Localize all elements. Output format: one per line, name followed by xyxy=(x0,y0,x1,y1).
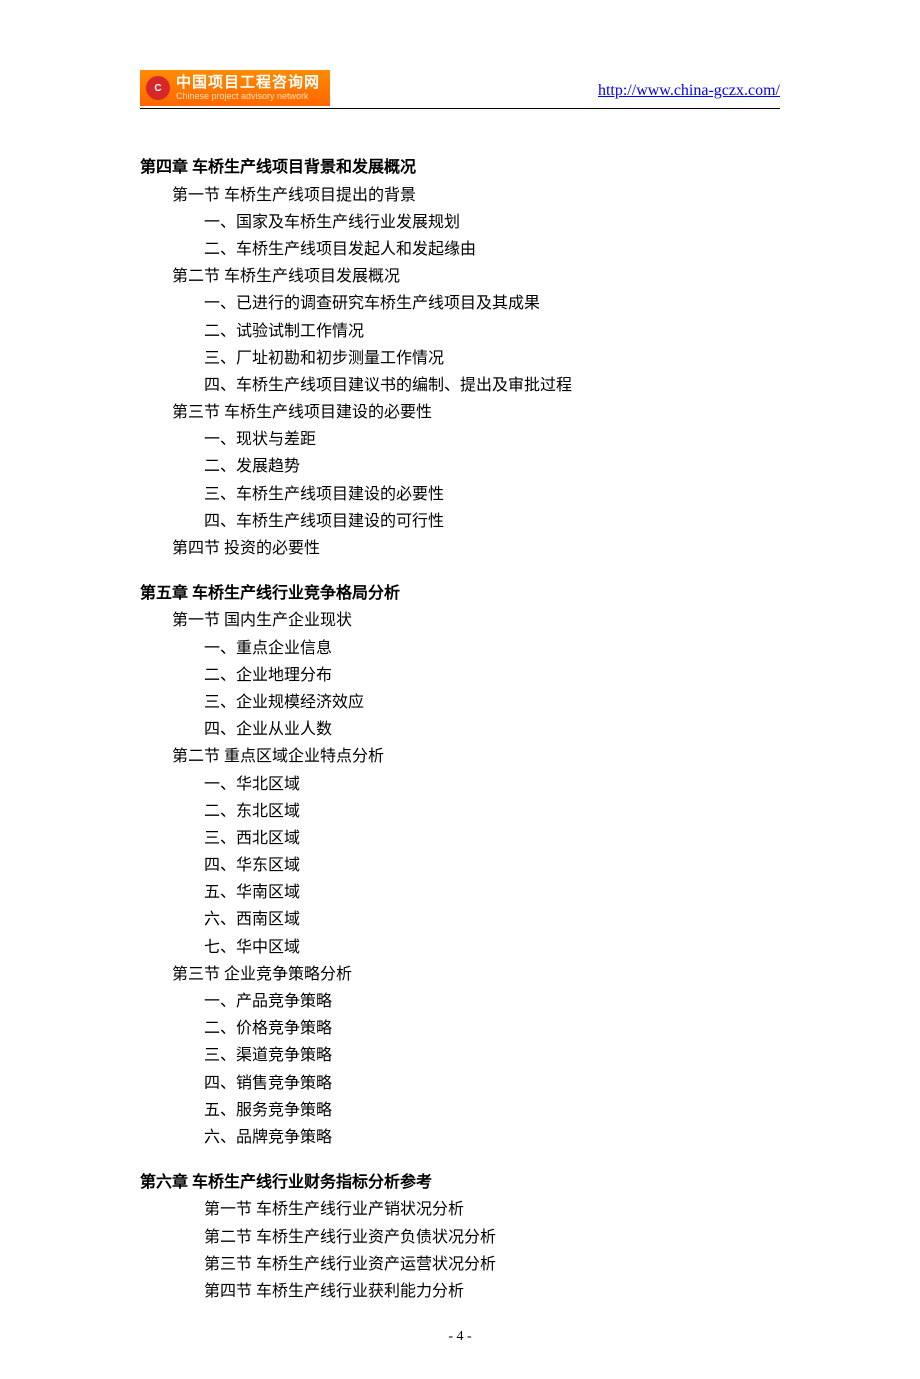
toc-item: 二、发展趋势 xyxy=(204,453,780,480)
chapter-title: 第五章 车桥生产线行业竞争格局分析 xyxy=(140,580,780,607)
toc-item: 六、西南区域 xyxy=(204,906,780,933)
toc-item: 六、品牌竞争策略 xyxy=(204,1124,780,1151)
toc-item: 三、厂址初勘和初步测量工作情况 xyxy=(204,345,780,372)
logo-title-cn: 中国项目工程咨询网 xyxy=(176,75,320,92)
toc-item: 二、价格竞争策略 xyxy=(204,1015,780,1042)
toc-item: 四、车桥生产线项目建设的可行性 xyxy=(204,508,780,535)
toc-item: 一、现状与差距 xyxy=(204,426,780,453)
toc-item: 四、企业从业人数 xyxy=(204,716,780,743)
toc-item: 四、销售竞争策略 xyxy=(204,1070,780,1097)
toc-content: 第四章 车桥生产线项目背景和发展概况第一节 车桥生产线项目提出的背景一、国家及车… xyxy=(140,154,780,1305)
toc-item: 二、东北区域 xyxy=(204,798,780,825)
toc-item: 四、车桥生产线项目建议书的编制、提出及审批过程 xyxy=(204,372,780,399)
section-title: 第四节 车桥生产线行业获利能力分析 xyxy=(204,1278,780,1305)
toc-item: 三、渠道竞争策略 xyxy=(204,1042,780,1069)
toc-item: 二、车桥生产线项目发起人和发起缘由 xyxy=(204,236,780,263)
toc-item: 一、产品竞争策略 xyxy=(204,988,780,1015)
toc-item: 五、服务竞争策略 xyxy=(204,1097,780,1124)
section-title: 第二节 车桥生产线项目发展概况 xyxy=(172,263,780,290)
toc-item: 一、重点企业信息 xyxy=(204,635,780,662)
logo-text: 中国项目工程咨询网 Chinese project advisory netwo… xyxy=(176,75,320,101)
header-url[interactable]: http://www.china-gczx.com/ xyxy=(598,77,780,104)
section-title: 第三节 车桥生产线项目建设的必要性 xyxy=(172,399,780,426)
toc-item: 二、试验试制工作情况 xyxy=(204,318,780,345)
logo-icon: C xyxy=(146,76,170,100)
section-title: 第一节 国内生产企业现状 xyxy=(172,607,780,634)
section-title: 第三节 企业竞争策略分析 xyxy=(172,961,780,988)
toc-item: 三、西北区域 xyxy=(204,825,780,852)
page-header: C 中国项目工程咨询网 Chinese project advisory net… xyxy=(140,70,780,109)
logo-title-en: Chinese project advisory network xyxy=(176,92,320,102)
section-title: 第二节 重点区域企业特点分析 xyxy=(172,743,780,770)
toc-item: 一、华北区域 xyxy=(204,771,780,798)
toc-item: 五、华南区域 xyxy=(204,879,780,906)
section-title: 第四节 投资的必要性 xyxy=(172,535,780,562)
toc-item: 一、国家及车桥生产线行业发展规划 xyxy=(204,209,780,236)
chapter-title: 第六章 车桥生产线行业财务指标分析参考 xyxy=(140,1169,780,1196)
page-number: - 4 - xyxy=(140,1325,780,1349)
chapter-title: 第四章 车桥生产线项目背景和发展概况 xyxy=(140,154,780,181)
toc-item: 三、车桥生产线项目建设的必要性 xyxy=(204,481,780,508)
section-title: 第二节 车桥生产线行业资产负债状况分析 xyxy=(204,1224,780,1251)
logo: C 中国项目工程咨询网 Chinese project advisory net… xyxy=(140,70,330,106)
toc-item: 四、华东区域 xyxy=(204,852,780,879)
section-title: 第三节 车桥生产线行业资产运营状况分析 xyxy=(204,1251,780,1278)
section-title: 第一节 车桥生产线项目提出的背景 xyxy=(172,182,780,209)
toc-item: 三、企业规模经济效应 xyxy=(204,689,780,716)
section-title: 第一节 车桥生产线行业产销状况分析 xyxy=(204,1196,780,1223)
toc-item: 七、华中区域 xyxy=(204,934,780,961)
toc-item: 二、企业地理分布 xyxy=(204,662,780,689)
toc-item: 一、已进行的调查研究车桥生产线项目及其成果 xyxy=(204,290,780,317)
